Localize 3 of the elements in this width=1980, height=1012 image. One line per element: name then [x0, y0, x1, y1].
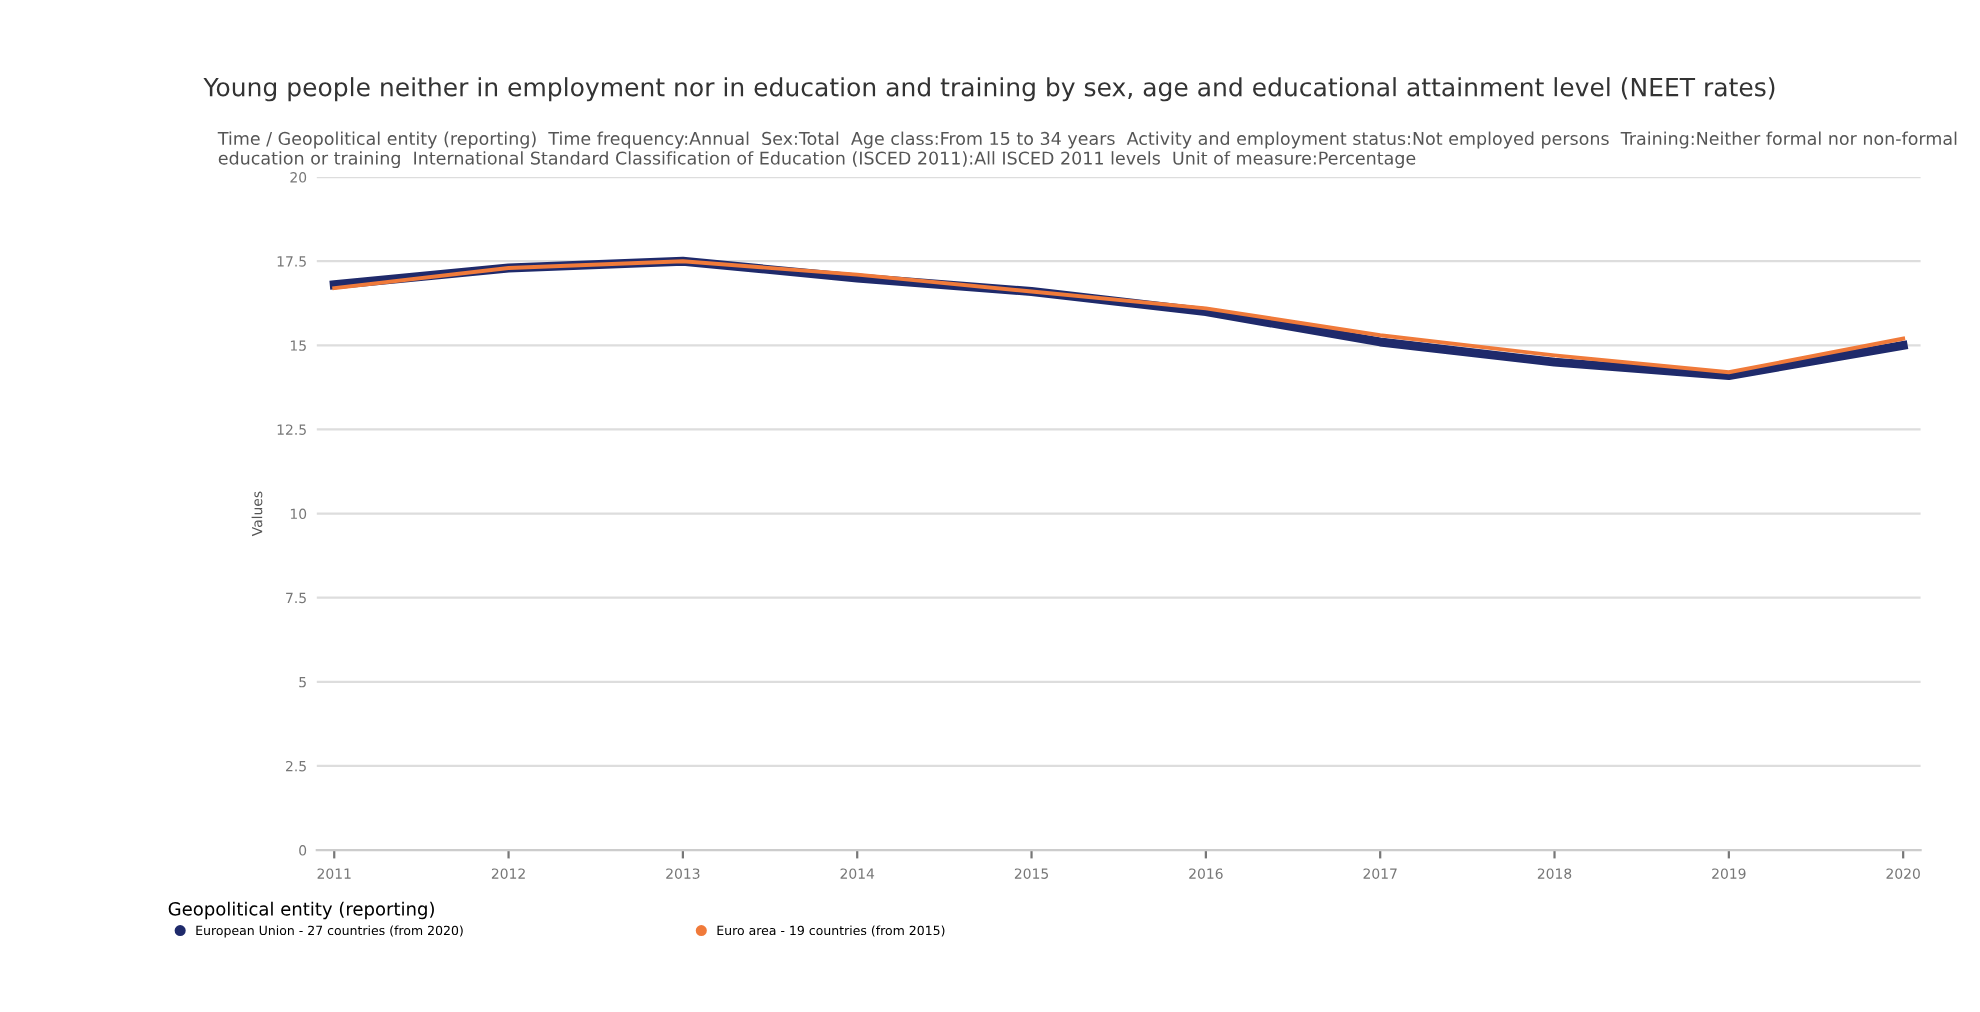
chart-subtitle: Time / Geopolitical entity (reporting) Time frequency:Annual Sex:Total Age class:From 15 to 34 years Activity and employment status:Not employed persons Training:Neither formal nor non-formal education or training International Standard Classification of Education (ISCED 2011):All ISCED 2011 levels Unit of measure:Percentage: [217, 131, 1957, 169]
legend-title: Geopolitical entity (reporting): [168, 901, 434, 920]
chart-title: Young people neither in employment nor in education and training by sex, age and educational attainment level (NEET rates): [203, 77, 1775, 102]
